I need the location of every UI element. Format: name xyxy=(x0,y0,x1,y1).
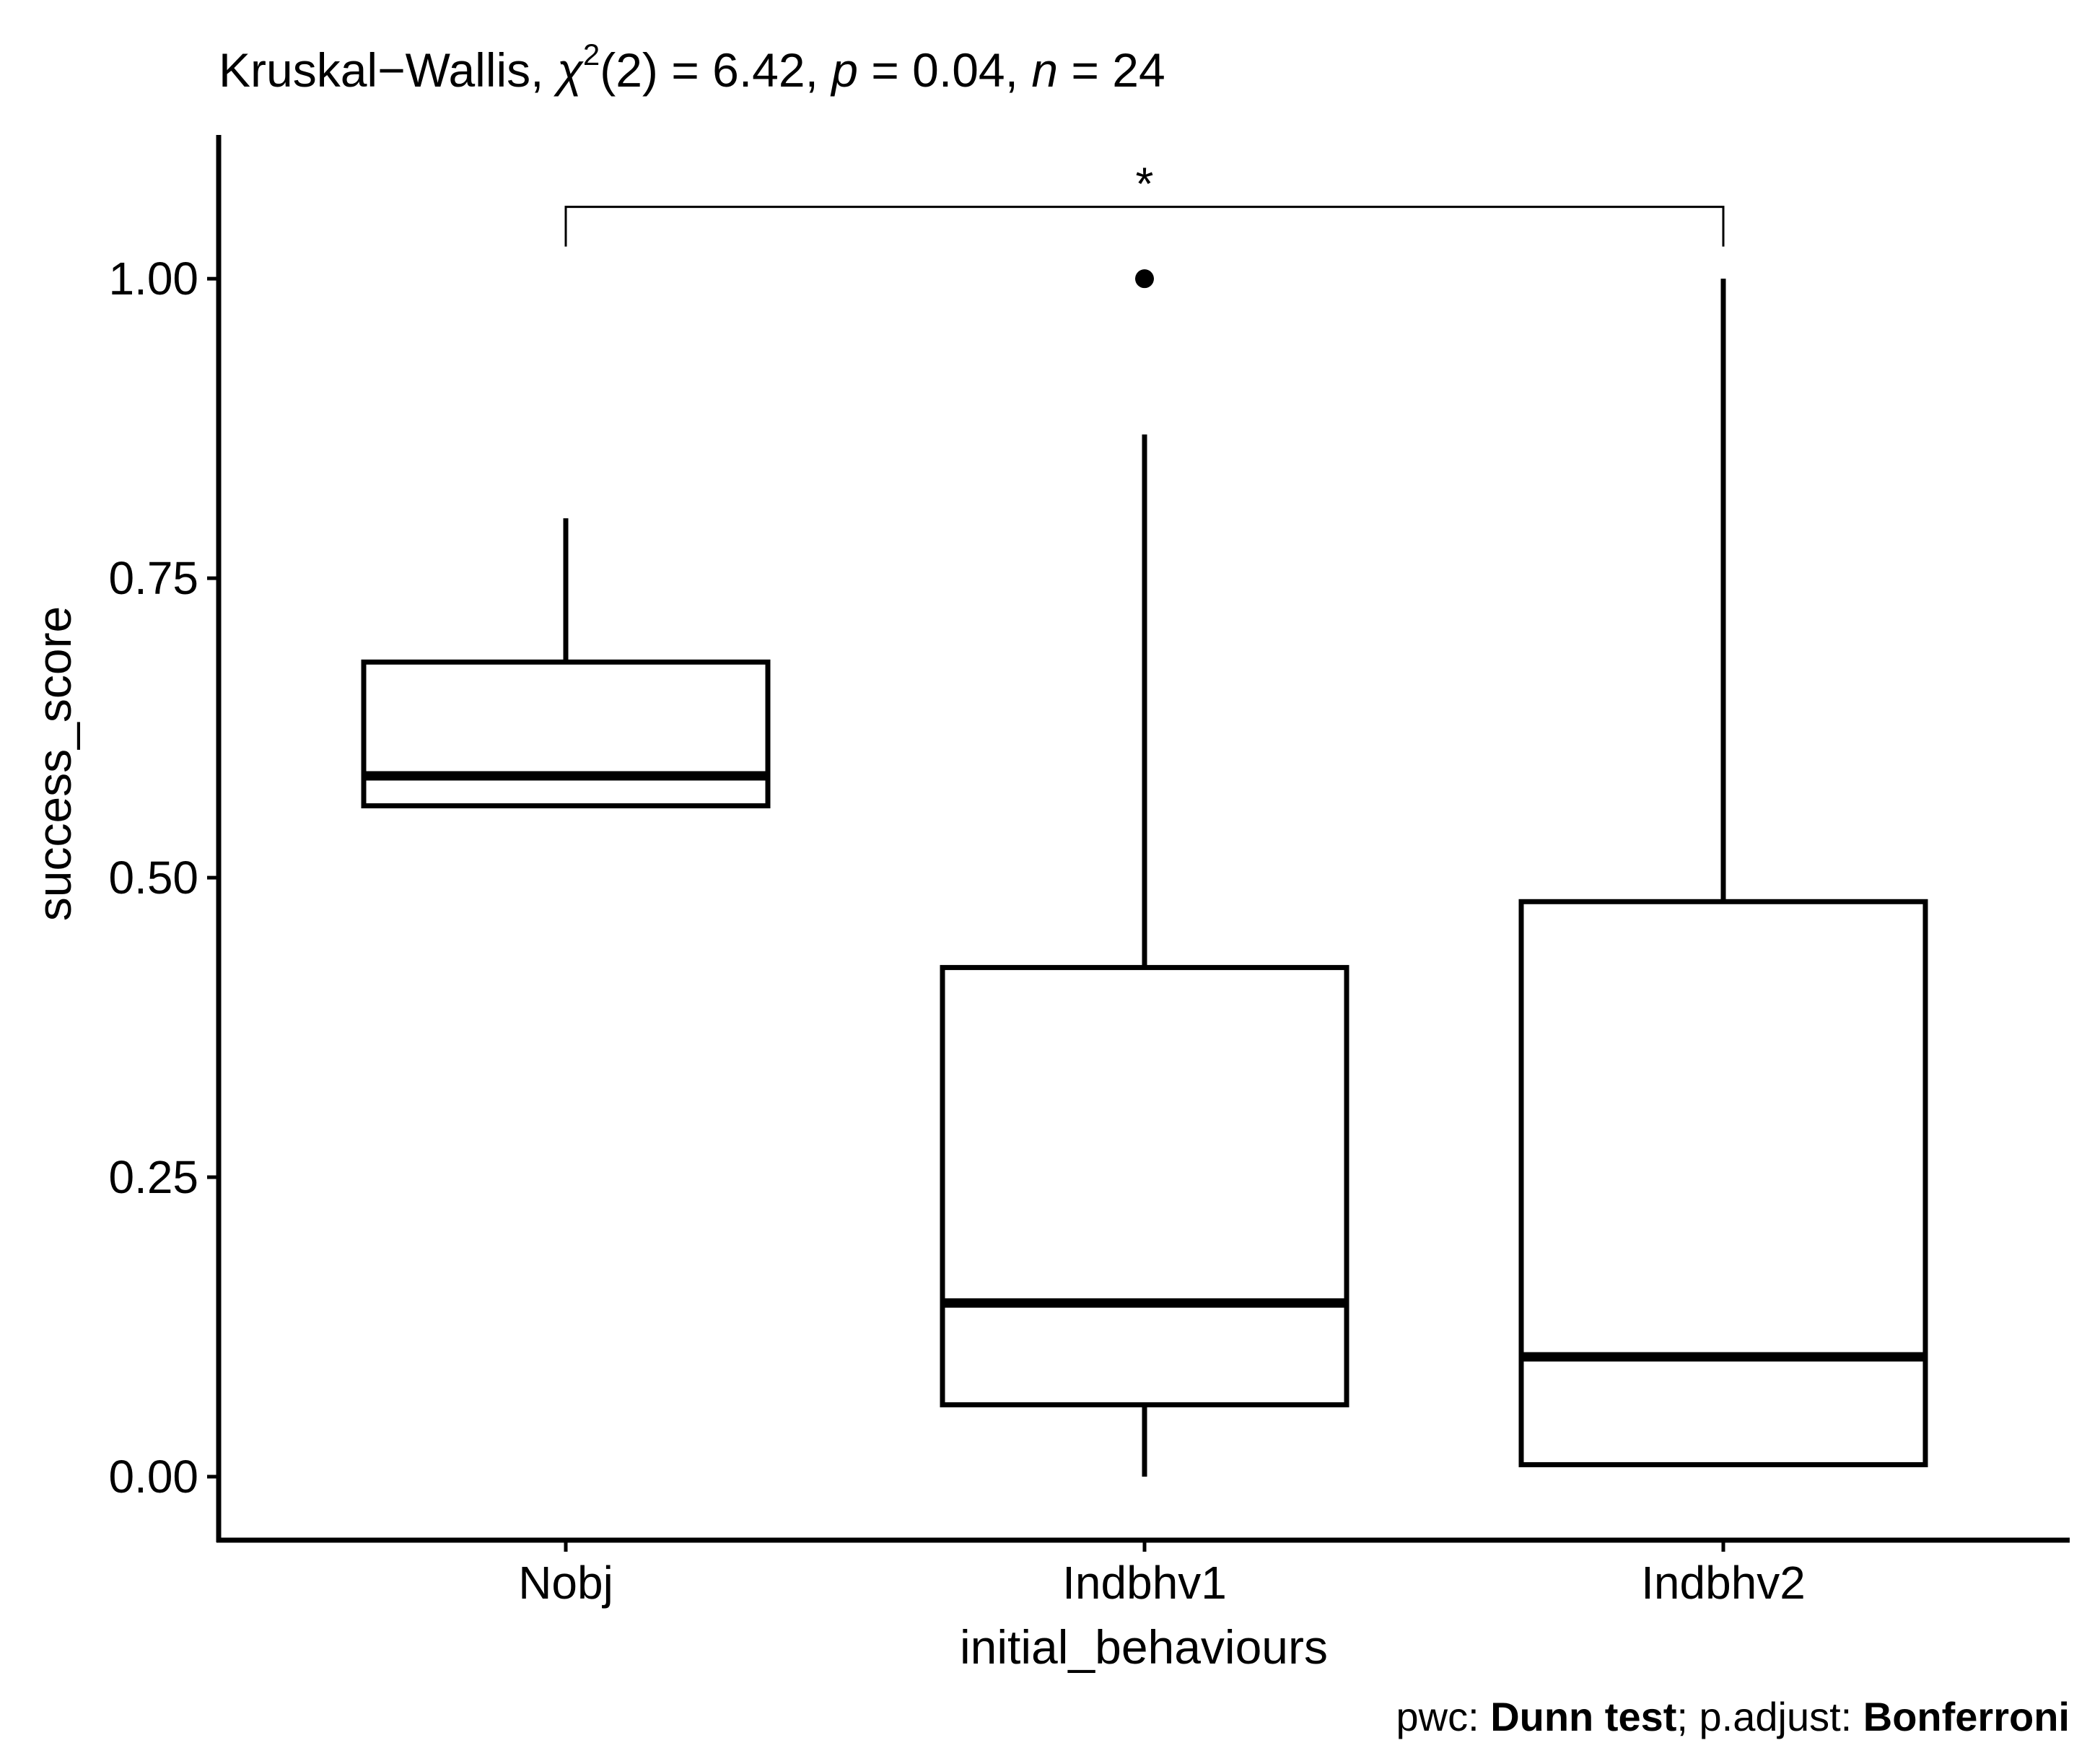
y-tick: 0.75 xyxy=(108,552,219,604)
x-tick: Indbhv1 xyxy=(1062,1540,1227,1609)
y-ticks: 0.00 0.25 0.50 0.75 1.00 xyxy=(108,253,219,1503)
x-tick: Indbhv2 xyxy=(1641,1540,1806,1609)
box-nobj xyxy=(361,518,771,809)
title-p-value: = 0.04, xyxy=(858,43,1031,97)
caption-adjust-method: Bonferroni xyxy=(1863,1694,2070,1739)
title-chi-sup: 2 xyxy=(583,38,600,71)
y-tick: 0.25 xyxy=(108,1151,219,1203)
title-n-label: n xyxy=(1031,43,1058,97)
y-tick-label: 1.00 xyxy=(108,253,198,305)
title-chi: χ xyxy=(554,43,584,97)
y-tick-label: 0.75 xyxy=(108,552,198,604)
caption-adjust-prefix: ; p.adjust: xyxy=(1676,1694,1863,1739)
caption: pwc: Dunn test; p.adjust: Bonferroni xyxy=(1396,1694,2070,1739)
y-tick: 0.50 xyxy=(108,852,219,904)
title-df: (2) = 6.42, xyxy=(600,43,831,97)
significance-bracket-line xyxy=(564,206,1725,247)
y-tick-label: 0.00 xyxy=(108,1451,198,1503)
box-indbhv1 xyxy=(940,269,1349,1477)
x-tick-label: Indbhv2 xyxy=(1641,1557,1806,1609)
y-tick-label: 0.50 xyxy=(108,852,198,904)
x-tick-label: Nobj xyxy=(518,1557,613,1609)
caption-pwc-method: Dunn test xyxy=(1490,1694,1676,1739)
y-axis-title: success_score xyxy=(27,606,81,922)
x-ticks: Nobj Indbhv1 Indbhv2 xyxy=(518,1540,1806,1609)
x-tick: Nobj xyxy=(518,1540,613,1609)
iqr-box xyxy=(361,659,771,809)
x-tick-label: Indbhv1 xyxy=(1062,1557,1227,1609)
title-p-label: p xyxy=(830,43,858,97)
significance-bracket: * xyxy=(564,158,1725,247)
chart-title: Kruskal−Wallis, χ2(2) = 6.42, p = 0.04, … xyxy=(219,38,1165,97)
y-tick-label: 0.25 xyxy=(108,1151,198,1203)
x-axis-title: initial_behaviours xyxy=(960,1620,1328,1674)
title-prefix: Kruskal−Wallis, xyxy=(219,43,557,97)
outlier-point xyxy=(1135,269,1154,289)
caption-pwc-prefix: pwc: xyxy=(1396,1694,1490,1739)
iqr-box xyxy=(1518,899,1928,1467)
title-n-value: = 24 xyxy=(1058,43,1165,97)
box-indbhv2 xyxy=(1518,279,1928,1467)
significance-label: * xyxy=(1136,158,1154,210)
box-plots xyxy=(361,269,1928,1477)
y-tick: 1.00 xyxy=(108,253,219,305)
y-tick: 0.00 xyxy=(108,1451,219,1503)
iqr-box xyxy=(940,965,1349,1407)
